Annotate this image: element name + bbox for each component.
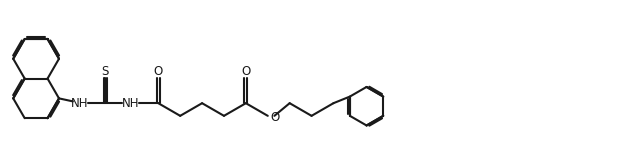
Text: O: O (154, 65, 163, 78)
Text: S: S (102, 65, 109, 78)
Text: NH: NH (71, 97, 89, 110)
Text: O: O (270, 111, 279, 124)
Text: O: O (241, 65, 250, 78)
Text: NH: NH (122, 97, 140, 110)
